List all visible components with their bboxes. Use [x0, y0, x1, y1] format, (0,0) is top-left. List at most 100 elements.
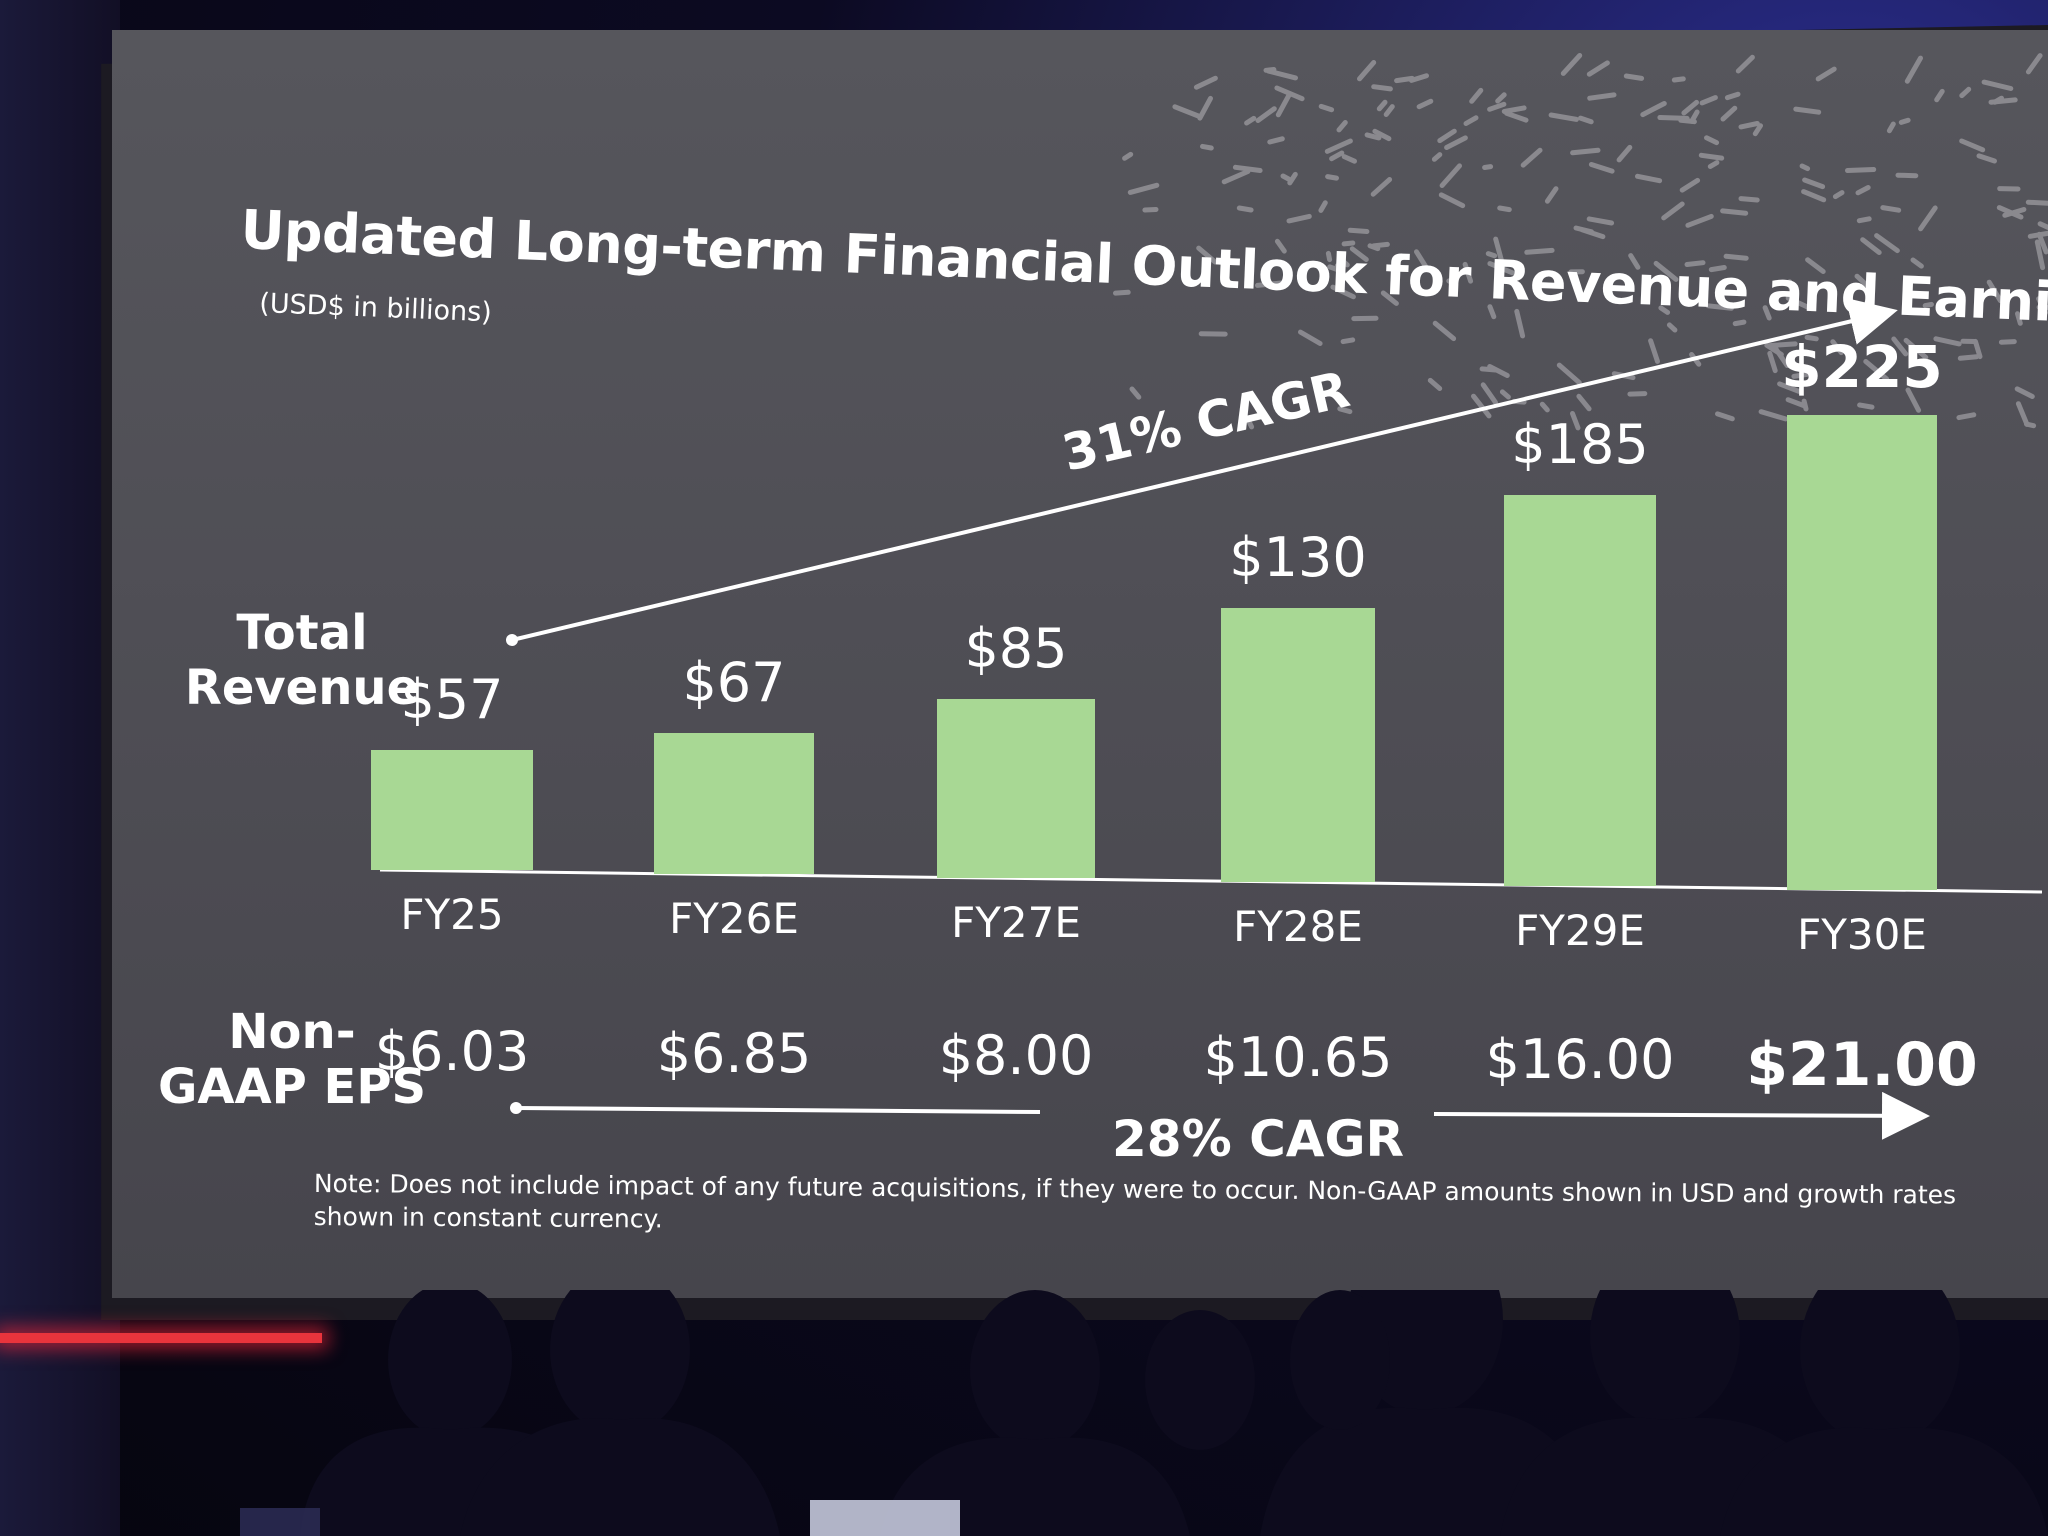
pattern-dash	[1172, 104, 1201, 119]
revenue-bar	[1503, 495, 1657, 886]
pattern-dash	[1462, 261, 1474, 284]
revenue-value-label: $67	[682, 650, 786, 714]
pattern-dash	[1720, 105, 1738, 122]
pattern-dash	[1127, 182, 1160, 195]
pattern-dash	[1244, 115, 1257, 126]
pattern-dash	[1793, 106, 1822, 115]
revenue-cagr-arrow	[511, 297, 1898, 642]
pattern-dash	[1324, 138, 1353, 154]
pattern-dash	[1336, 255, 1350, 268]
pattern-dash	[1367, 243, 1381, 252]
pattern-dash	[1221, 169, 1251, 185]
revenue-bar	[371, 749, 533, 870]
pattern-dash	[1122, 151, 1134, 161]
pattern-dash	[1708, 265, 1727, 273]
pattern-dash	[1723, 253, 1749, 261]
pattern-dash	[1586, 216, 1615, 226]
pattern-dash	[1988, 97, 2018, 105]
pattern-dash	[1431, 152, 1443, 162]
pattern-dash	[1487, 304, 1497, 320]
pattern-dash	[2025, 199, 2048, 206]
pattern-dash	[1499, 389, 1511, 400]
pattern-dash	[1898, 117, 1911, 125]
eps-value-label: $10.65	[1203, 1026, 1393, 1089]
pattern-dash	[1791, 371, 1814, 379]
pattern-dash	[1922, 301, 1934, 309]
pattern-dash	[2015, 311, 2023, 326]
pattern-dash	[1501, 105, 1527, 114]
pattern-dash	[1570, 411, 1581, 431]
pattern-dash	[1854, 273, 1870, 288]
pattern-dash	[2025, 53, 2043, 75]
pattern-dash	[1895, 172, 1919, 179]
pattern-dash	[1802, 177, 1826, 190]
pattern-dash	[1197, 95, 1213, 121]
pattern-dash	[1805, 257, 1826, 274]
pattern-dash	[1588, 162, 1615, 174]
eps-row-label: Non- GAAP EPS	[142, 1004, 442, 1115]
pattern-dash	[1514, 308, 1526, 339]
eps-cagr-arrow-right	[1433, 1091, 1930, 1140]
eps-cagr-arrow-left	[515, 1106, 1041, 1114]
eps-value-label: $21.00	[1746, 1030, 1978, 1100]
pattern-dash	[1330, 284, 1356, 300]
pattern-dash	[1787, 279, 1795, 297]
pattern-dash	[1266, 68, 1298, 81]
pattern-dash	[1329, 150, 1345, 162]
pattern-dash	[1830, 339, 1844, 356]
pattern-dash	[1275, 91, 1292, 118]
pattern-dash	[1959, 138, 1986, 153]
pattern-dash	[1439, 163, 1462, 188]
pattern-dash	[1524, 247, 1555, 255]
pattern-dash	[1815, 66, 1837, 82]
pattern-dash	[1758, 409, 1788, 422]
pattern-dash	[1287, 171, 1298, 186]
pattern-dash	[1255, 280, 1284, 288]
pattern-dash	[1707, 160, 1720, 169]
revenue-bar	[1787, 415, 1937, 890]
pattern-dash	[1482, 164, 1494, 170]
pattern-dash	[1684, 260, 1706, 267]
pattern-dash	[1548, 112, 1579, 122]
pattern-dash	[1904, 55, 1923, 84]
pattern-dash	[1732, 319, 1747, 327]
revenue-cagr-arrow-start	[506, 634, 518, 646]
eps-cagr-label: 28% CAGR	[1112, 1110, 1405, 1168]
pattern-dash	[1738, 196, 1760, 203]
eps-value-label: $16.00	[1485, 1028, 1675, 1091]
pattern-dash	[1280, 173, 1291, 182]
pattern-dash	[1785, 295, 1813, 311]
pattern-dash	[1485, 251, 1498, 259]
pattern-dash	[1704, 135, 1720, 146]
pattern-dash	[2034, 239, 2046, 271]
pattern-dash	[1880, 205, 1902, 213]
pattern-dash	[1678, 117, 1697, 125]
pattern-dash	[1903, 337, 1929, 360]
pattern-dash	[1129, 386, 1142, 400]
pattern-dash	[1905, 387, 1922, 413]
pattern-dash	[1699, 95, 1718, 106]
pattern-dash	[1471, 393, 1492, 419]
pattern-dash	[1341, 154, 1357, 164]
pattern-dash	[1705, 303, 1734, 311]
pattern-dash	[1560, 53, 1583, 76]
pattern-dash	[1587, 92, 1617, 101]
pattern-dash	[1616, 144, 1633, 163]
pattern-dash	[1762, 305, 1772, 321]
pattern-dash	[1857, 402, 1875, 410]
eps-value-label: $6.03	[374, 1020, 530, 1083]
pattern-dash	[1327, 264, 1342, 273]
eps-cagr-arrow-start	[510, 1102, 522, 1114]
pattern-dash	[1372, 128, 1392, 142]
pattern-dash	[1720, 208, 1749, 216]
pattern-dash	[1981, 79, 2014, 91]
pattern-dash	[1698, 152, 1725, 161]
pattern-dash	[1735, 54, 1755, 74]
pattern-dash	[1679, 177, 1701, 193]
pattern-dash	[1627, 391, 1648, 397]
pattern-dash	[1972, 338, 1983, 360]
revenue-value-label: $57	[400, 667, 504, 731]
pattern-dash	[1438, 192, 1466, 209]
pattern-dash	[1318, 103, 1335, 113]
pattern-dash	[1764, 342, 1784, 357]
